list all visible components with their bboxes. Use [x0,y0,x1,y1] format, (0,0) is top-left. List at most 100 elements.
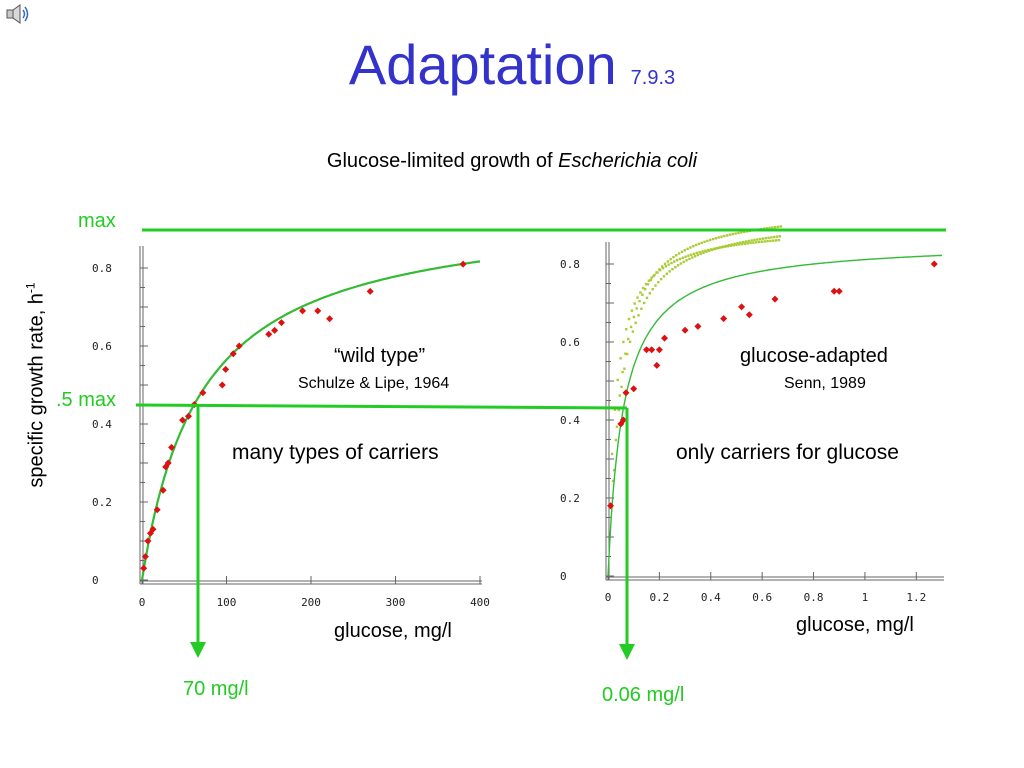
adapted-dot [742,230,746,234]
x-tick-label: 0 [139,596,146,609]
adapted-dot [683,249,686,252]
adapted-dot [618,394,621,397]
adapted-dot [641,286,645,290]
adapted-dot [663,262,667,266]
data-point [366,287,374,295]
data-point [630,385,638,393]
adapted-dot [750,239,753,242]
adapted-dot [757,240,761,244]
adapted-dot [740,242,744,246]
adapted-dot [767,236,770,240]
adapted-dot [695,251,699,255]
adapted-dot [708,249,711,253]
adapted-dot [701,250,704,253]
adapted-dot [654,284,657,287]
adapted-dot [738,243,741,246]
adapted-dot [716,246,719,250]
data-point [299,307,307,315]
adapted-dot [773,235,776,239]
left-panel-title: “wild type” [334,345,426,367]
y-axis-label-text: specific growth rate, h [25,293,48,488]
adapted-dot [626,352,629,356]
adapted-dot [692,245,695,248]
adapted-dot [774,225,777,229]
adapted-dot [778,235,782,238]
adapted-dot [756,238,759,241]
adapted-dot [688,257,691,261]
right-x-axis-label: glucose, mg/l [796,614,914,636]
data-point [745,311,753,319]
adapted-dot [666,260,670,263]
adapted-dot [727,243,731,247]
adapted-dot [682,260,685,264]
adapted-dot [639,291,642,294]
adapted-dot [760,240,764,243]
adapted-dot [730,243,734,246]
left-panel-citation: Schulze & Lipe, 1964 [298,375,450,392]
adapted-dot [612,468,616,472]
adapted-dot [674,265,677,269]
adapted-dot [753,238,756,242]
adapted-dot [681,256,684,260]
max-label: max [78,210,116,232]
adapted-dot [671,267,674,271]
x-tick-label: 300 [386,596,406,609]
adapted-dot [758,237,762,241]
adapted-dot [635,307,638,310]
adapted-dot [740,231,743,234]
adapted-dot [775,235,779,238]
adapted-dot [655,271,658,274]
subtitle-prefix: Glucose-limited growth of [326,150,559,172]
y-axis-label: specific growth rate, h-1 [24,282,49,487]
data-point [326,315,334,323]
adapted-dot [647,279,651,282]
adapted-dot [719,246,722,249]
data-point [607,502,615,510]
left-arrow-value-label: 70 mg/l [183,678,249,700]
adapted-dot [658,268,661,271]
data-point [830,287,838,295]
adapted-dot [628,340,632,344]
adapted-dot [611,479,615,483]
adapted-dot [687,254,690,257]
adapted-dot [657,280,660,284]
adapted-dot [684,255,687,258]
data-point [144,537,152,545]
adapted-dot [689,246,692,249]
adapted-dot [631,330,635,333]
data-point [179,416,187,424]
adapted-dot [620,385,623,389]
data-point [459,260,467,268]
adapted-dot [746,242,749,245]
data-point [648,346,656,354]
data-point [153,506,161,514]
adapted-dot [680,250,684,254]
adapted-dot [685,259,688,262]
data-point [168,443,176,451]
adapted-dot [698,251,701,254]
adapted-dot [619,357,622,360]
adapted-dot [629,325,633,329]
x-tick-label: 100 [217,596,237,609]
adapted-dot [713,247,717,251]
adapted-dot [777,238,781,242]
data-point [149,525,157,533]
adapted-dot [729,244,733,247]
adapted-dot [610,452,614,456]
data-point [771,295,779,303]
speaker-icon[interactable] [4,2,30,26]
y-tick-label: 0 [560,570,567,583]
data-point [265,330,273,338]
data-point [199,389,207,397]
y-tick-label: 0.6 [92,340,112,353]
adapted-dot [640,307,643,310]
adapted-dot [667,263,670,266]
adapted-dot [686,247,689,251]
adapted-dot [617,408,620,412]
half-max-line [135,403,628,410]
adapted-dot [774,239,778,242]
adapted-dot [725,234,729,237]
adapted-dot [779,225,783,228]
adapted-dot [739,241,742,244]
adapted-dot [761,237,765,240]
